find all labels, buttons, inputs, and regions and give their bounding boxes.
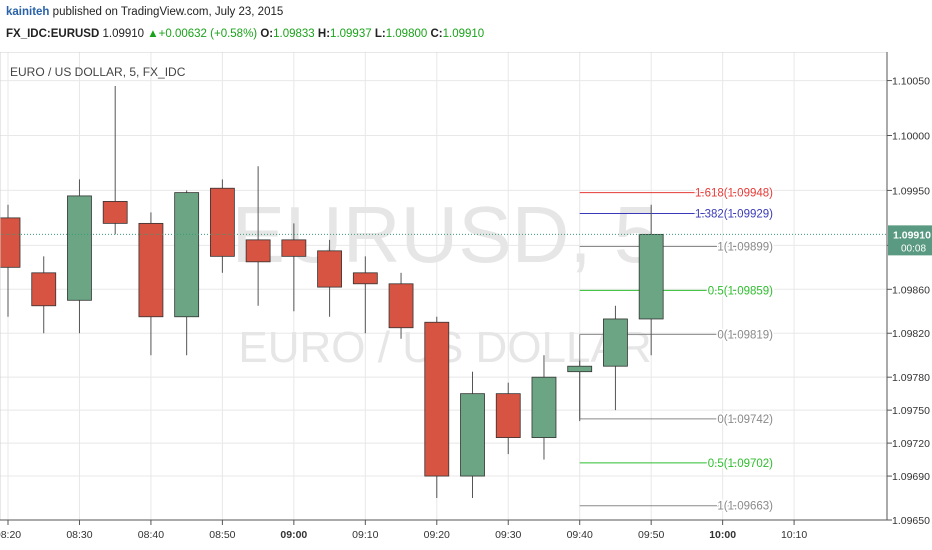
x-tick-label: 09:10 <box>352 529 378 541</box>
y-tick-label: 1.09860 <box>892 284 930 296</box>
candle-body-down <box>495 393 521 439</box>
x-tick-label: 09:20 <box>424 529 450 541</box>
y-tick-label: 1.09750 <box>892 405 930 417</box>
open-label: O: <box>260 28 274 40</box>
candle-body-down <box>352 272 378 285</box>
y-tick-label: 1.09650 <box>892 515 930 527</box>
candle-body-down <box>31 272 57 307</box>
fib-level-label: 1(1.09899) <box>717 241 773 253</box>
price-chart[interactable]: EURUSD, 5 EURO / US DOLLAR 1.618(1.09948… <box>0 52 932 550</box>
x-tick-label: 09:50 <box>638 529 664 541</box>
last-price-countdown: 00:08 <box>901 243 926 254</box>
close-value: 1.09910 <box>442 28 485 40</box>
low-value: 1.09800 <box>385 28 428 40</box>
candle-body-down <box>138 222 164 318</box>
price-change: +0.00632 (+0.58%) <box>158 28 258 40</box>
candle-body-down <box>209 187 235 257</box>
watermark-symbol: EURUSD, 5 <box>232 190 659 279</box>
candle-body-down <box>0 217 21 268</box>
publish-info: published on TradingView.com, July 23, 2… <box>52 6 284 18</box>
candle-body-down <box>245 239 271 263</box>
price-axis[interactable]: 1.100501.100001.099501.099001.098601.098… <box>887 76 932 527</box>
candle-body-up <box>603 318 628 367</box>
candle-body-up <box>638 233 664 320</box>
last-price-badge <box>888 225 932 256</box>
fib-level-label: 1.382(1.09929) <box>695 208 773 220</box>
x-tick-label: 09:40 <box>567 529 593 541</box>
publish-line: kainiteh published on TradingView.com, J… <box>6 6 283 18</box>
candle-body-down <box>281 239 307 257</box>
candle-body-down <box>388 283 414 329</box>
fib-level-label: 0.5(1.09702) <box>708 458 773 470</box>
x-tick-label: 08:50 <box>209 529 235 541</box>
candles <box>0 86 664 499</box>
last-price-badge-value: 1.09910 <box>893 229 931 241</box>
x-tick-label: 08:30 <box>66 529 92 541</box>
fib-level-label: 0(1.09742) <box>717 414 773 426</box>
ohlc-line: FX_IDC:EURUSD 1.09910 ▲+0.00632 (+0.58%)… <box>6 28 484 40</box>
y-tick-label: 1.09820 <box>892 328 930 340</box>
fib-level-label: 1.618(1.09948) <box>695 188 773 200</box>
x-tick-label: 08:20 <box>0 529 21 541</box>
close-label: C: <box>430 28 443 40</box>
x-tick-label: 08:40 <box>138 529 164 541</box>
candle-body-up <box>67 195 92 301</box>
x-tick-label: 09:30 <box>495 529 521 541</box>
high-label: H: <box>317 28 331 40</box>
low-label: L: <box>374 28 386 40</box>
y-tick-label: 1.09690 <box>892 471 930 483</box>
candle-body-up <box>460 393 485 477</box>
candle-body-down <box>317 250 342 288</box>
y-tick-label: 1.10000 <box>892 130 930 142</box>
high-value: 1.09937 <box>330 28 372 40</box>
pane-title: EURO / US DOLLAR, 5, FX_IDC <box>10 65 186 79</box>
open-value: 1.09833 <box>273 28 315 40</box>
candle-body-up <box>174 192 200 318</box>
fib-level-label: 1(1.09663) <box>717 501 773 513</box>
fib-level-label: 0(1.09819) <box>717 329 773 341</box>
x-tick-label: 10:00 <box>709 529 736 541</box>
y-tick-label: 1.09720 <box>892 438 930 450</box>
candle-body-down <box>102 201 128 224</box>
fib-level-label: 0.5(1.09859) <box>708 285 773 297</box>
last-price: 1.09910 <box>102 28 145 40</box>
y-tick-label: 1.10050 <box>892 76 930 88</box>
time-axis[interactable]: 08:20 08:30 08:40 08:50 09:00 09:10 09:20 09:30… <box>0 520 807 541</box>
author-name[interactable]: kainiteh <box>6 6 50 18</box>
up-arrow-icon: ▲ <box>147 28 159 40</box>
candle-body-down <box>424 321 450 477</box>
y-tick-label: 1.09950 <box>892 185 930 197</box>
candle-body-up <box>567 365 593 373</box>
y-tick-label: 1.09780 <box>892 372 930 384</box>
fibonacci-tools[interactable]: 1.618(1.09948) 1.382(1.09929) 1(1.09899) 0.… <box>579 186 775 514</box>
candle-body-up <box>531 376 557 439</box>
symbol-name: FX_IDC:EURUSD <box>6 28 100 40</box>
x-tick-label: 09:00 <box>280 529 307 541</box>
x-tick-label: 10:10 <box>781 529 807 541</box>
